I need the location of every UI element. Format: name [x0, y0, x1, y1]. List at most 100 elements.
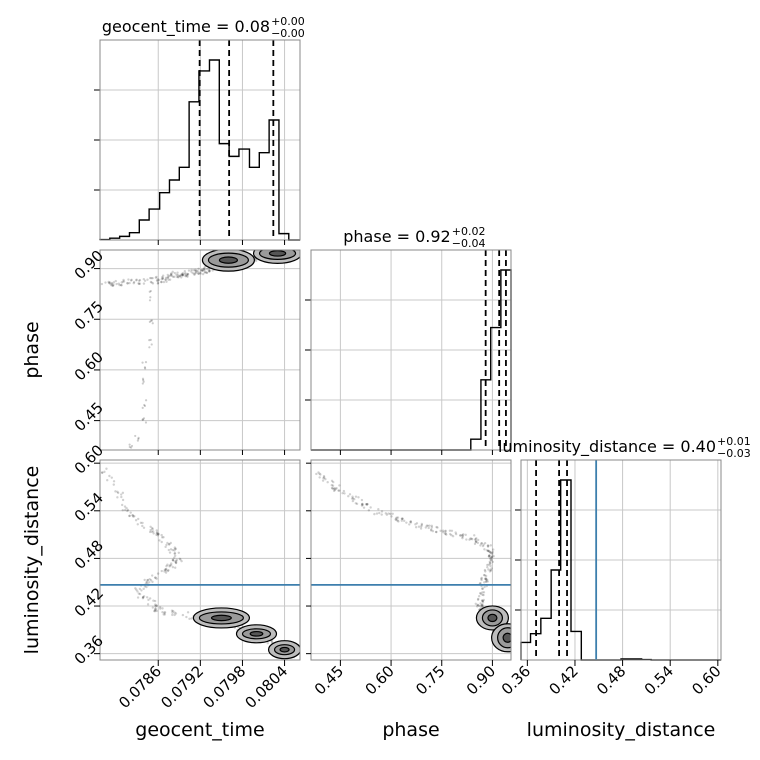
posterior-sample	[161, 536, 164, 539]
posterior-sample	[146, 278, 149, 281]
posterior-sample	[178, 274, 181, 278]
posterior-sample	[487, 554, 491, 558]
title-sub: −0.04	[452, 237, 486, 250]
posterior-sample	[171, 270, 174, 274]
posterior-sample	[136, 523, 139, 526]
posterior-sample	[156, 532, 159, 536]
y-tick-label: 0.90	[71, 247, 107, 283]
scatter-points	[315, 471, 511, 653]
posterior-sample	[201, 272, 205, 276]
posterior-sample	[488, 560, 492, 564]
posterior-sample	[200, 268, 203, 272]
posterior-sample	[149, 296, 152, 299]
x-tick-label: 0.60	[688, 662, 724, 698]
posterior-sample	[486, 549, 490, 552]
posterior-sample	[104, 281, 107, 284]
posterior-sample	[154, 605, 157, 608]
posterior-sample	[402, 519, 406, 523]
posterior-sample	[476, 603, 480, 607]
posterior-sample	[154, 603, 157, 606]
posterior-sample	[141, 406, 144, 409]
posterior-sample	[181, 274, 184, 277]
posterior-sample	[100, 282, 104, 286]
posterior-sample	[153, 609, 156, 613]
posterior-sample	[400, 517, 404, 520]
posterior-sample	[193, 272, 196, 276]
posterior-sample	[202, 267, 206, 270]
posterior-sample	[397, 520, 400, 523]
panel-title-geocent_time: geocent_time = 0.08	[102, 17, 270, 37]
posterior-sample	[414, 523, 417, 526]
posterior-sample	[401, 517, 404, 520]
posterior-sample	[481, 587, 485, 590]
posterior-sample	[130, 446, 133, 449]
posterior-sample	[135, 279, 138, 282]
posterior-sample	[375, 512, 379, 515]
posterior-sample	[332, 480, 335, 484]
posterior-sample	[162, 613, 165, 616]
posterior-sample	[157, 532, 160, 535]
posterior-sample	[351, 495, 354, 498]
posterior-sample	[174, 547, 178, 551]
posterior-sample	[480, 542, 484, 545]
posterior-sample	[385, 513, 389, 516]
posterior-sample	[149, 525, 152, 528]
posterior-sample	[143, 403, 146, 407]
posterior-sample	[211, 269, 214, 272]
posterior-sample	[482, 573, 486, 577]
posterior-sample	[194, 269, 197, 273]
panel-title-phase: phase = 0.92	[343, 227, 450, 246]
posterior-sample	[481, 599, 484, 603]
posterior-sample	[417, 525, 421, 528]
contour-inner	[249, 630, 264, 637]
scatter-panel-phase-vs-geocent_time	[99, 249, 301, 451]
hist-panel-luminosity_distance: luminosity_distance = 0.40 +0.01−0.03	[498, 435, 751, 661]
histogram-luminosity_distance	[520, 479, 721, 661]
posterior-sample	[430, 526, 434, 529]
posterior-sample	[178, 557, 181, 561]
posterior-sample	[141, 596, 145, 599]
posterior-sample	[126, 509, 129, 513]
posterior-sample	[170, 274, 173, 277]
posterior-sample	[490, 567, 493, 570]
posterior-sample	[194, 268, 197, 272]
posterior-sample	[338, 489, 341, 492]
posterior-sample	[106, 479, 109, 482]
posterior-sample	[110, 476, 113, 479]
posterior-sample	[155, 577, 158, 580]
posterior-sample	[487, 544, 490, 547]
posterior-sample	[409, 520, 412, 523]
posterior-sample	[188, 617, 191, 621]
posterior-sample	[395, 517, 398, 520]
posterior-sample	[483, 568, 487, 572]
posterior-sample	[481, 600, 485, 604]
posterior-sample	[186, 274, 189, 277]
posterior-sample	[114, 490, 117, 493]
posterior-sample	[169, 548, 173, 551]
scatter-panel-luminosity_distance-vs-geocent_time	[99, 459, 301, 661]
posterior-sample	[156, 534, 159, 537]
posterior-sample	[151, 527, 154, 531]
posterior-sample	[121, 498, 125, 502]
posterior-sample	[164, 545, 167, 549]
posterior-sample	[366, 502, 369, 506]
posterior-sample	[132, 282, 136, 285]
posterior-sample	[120, 281, 123, 284]
posterior-sample	[126, 281, 129, 285]
posterior-sample	[151, 322, 154, 325]
posterior-sample	[330, 486, 334, 490]
posterior-sample	[127, 278, 130, 281]
x-tick-label: 0.54	[641, 662, 677, 698]
posterior-sample	[129, 511, 132, 514]
posterior-sample	[129, 279, 133, 282]
x-tick-label: 0.48	[593, 662, 629, 698]
posterior-sample	[162, 280, 166, 284]
posterior-sample	[151, 526, 154, 530]
posterior-sample	[369, 506, 372, 509]
posterior-sample	[142, 277, 146, 281]
posterior-sample	[482, 593, 485, 597]
posterior-sample	[315, 472, 318, 476]
posterior-sample	[141, 418, 144, 421]
posterior-sample	[481, 603, 484, 606]
posterior-sample	[110, 281, 114, 285]
